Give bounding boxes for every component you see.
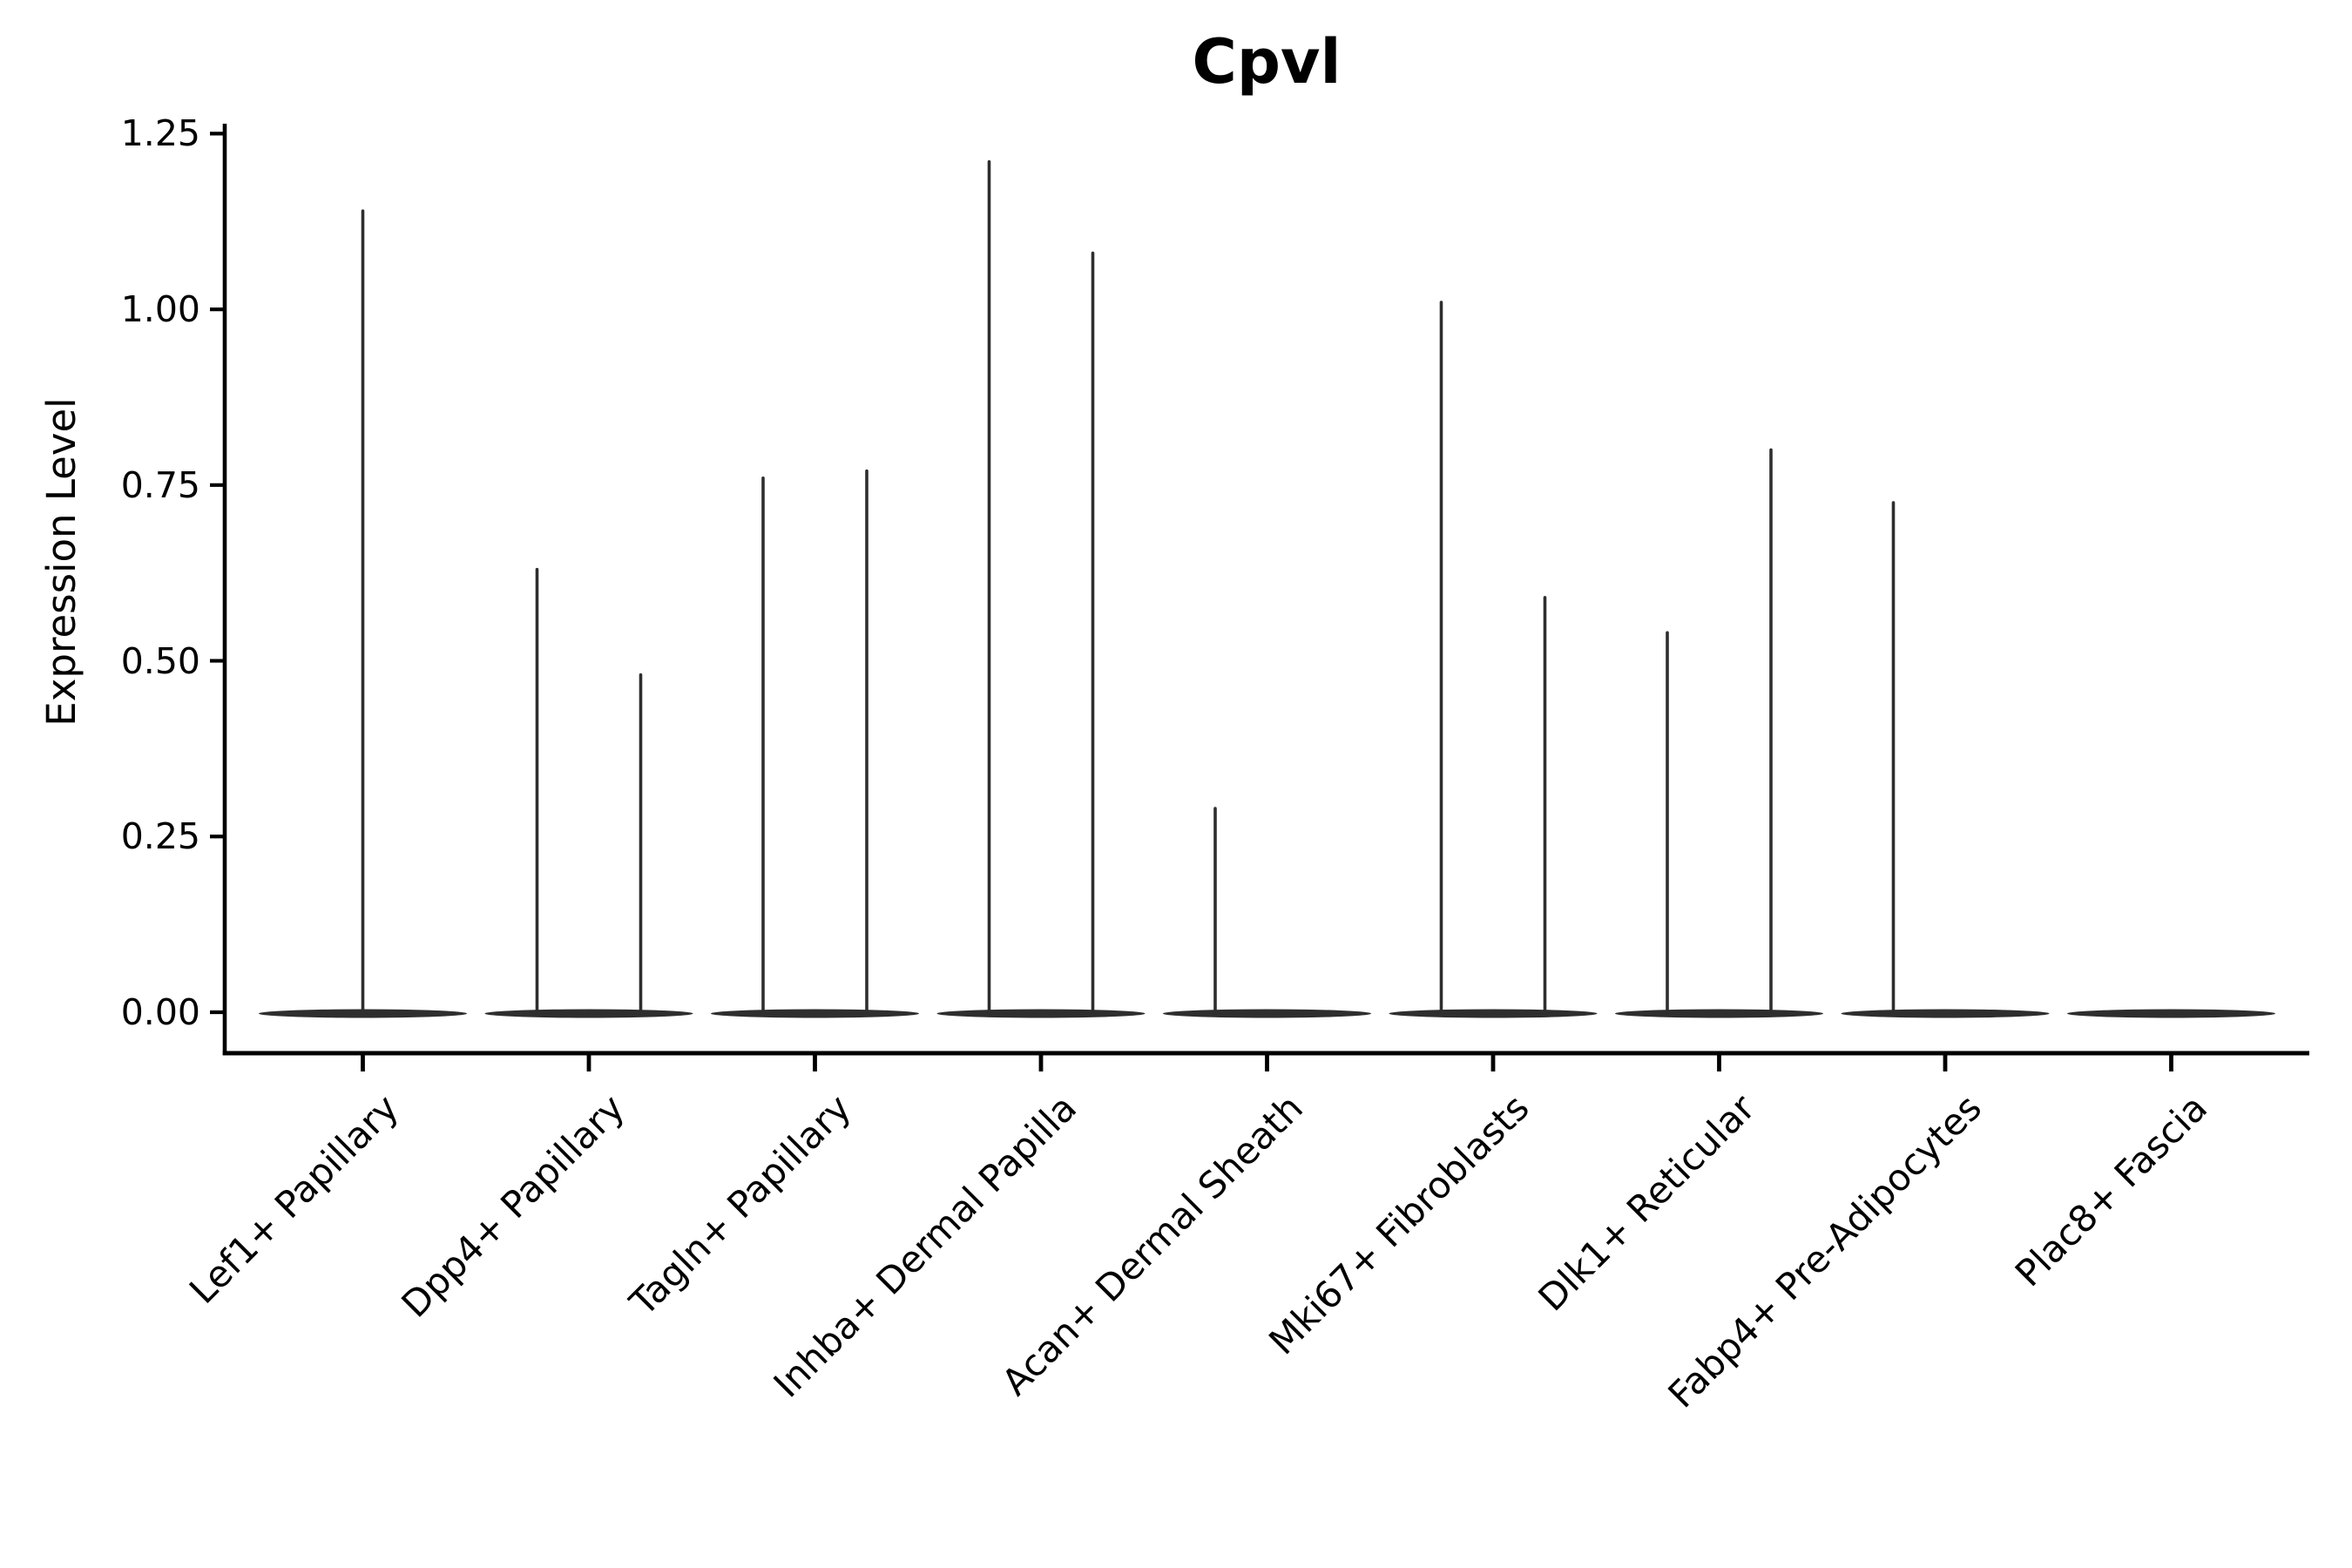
chart-title: Cpvl: [1192, 26, 1342, 98]
violin-base: [1615, 1009, 1823, 1018]
violin-base: [936, 1009, 1146, 1018]
violin-base: [259, 1009, 467, 1018]
y-tick-label-0.50: 0.50: [120, 639, 200, 682]
y-tick-label-0.25: 0.25: [120, 815, 200, 858]
violin-base: [1163, 1009, 1371, 1018]
violin-group: [259, 209, 467, 1018]
violin-group: [484, 567, 693, 1018]
violin-base: [484, 1009, 693, 1018]
y-tick-label-0.75: 0.75: [120, 463, 200, 506]
violin-base: [2067, 1009, 2275, 1018]
violin-group: [936, 159, 1146, 1018]
y-tick-label-1.25: 1.25: [120, 112, 200, 155]
violin-group: [1389, 301, 1598, 1018]
violin-base: [1389, 1009, 1598, 1018]
violin-group: [711, 469, 919, 1018]
violin-group: [1163, 807, 1371, 1018]
y-tick-label-1.00: 1.00: [120, 288, 200, 331]
y-axis-title: Expression Level: [38, 397, 84, 727]
y-tick-label-0.00: 0.00: [120, 991, 200, 1033]
violin-group: [1615, 448, 1823, 1018]
violin-group: [2067, 1009, 2275, 1018]
violin-base: [711, 1009, 919, 1018]
violin-group: [1841, 501, 2050, 1018]
violin-base: [1841, 1009, 2050, 1018]
